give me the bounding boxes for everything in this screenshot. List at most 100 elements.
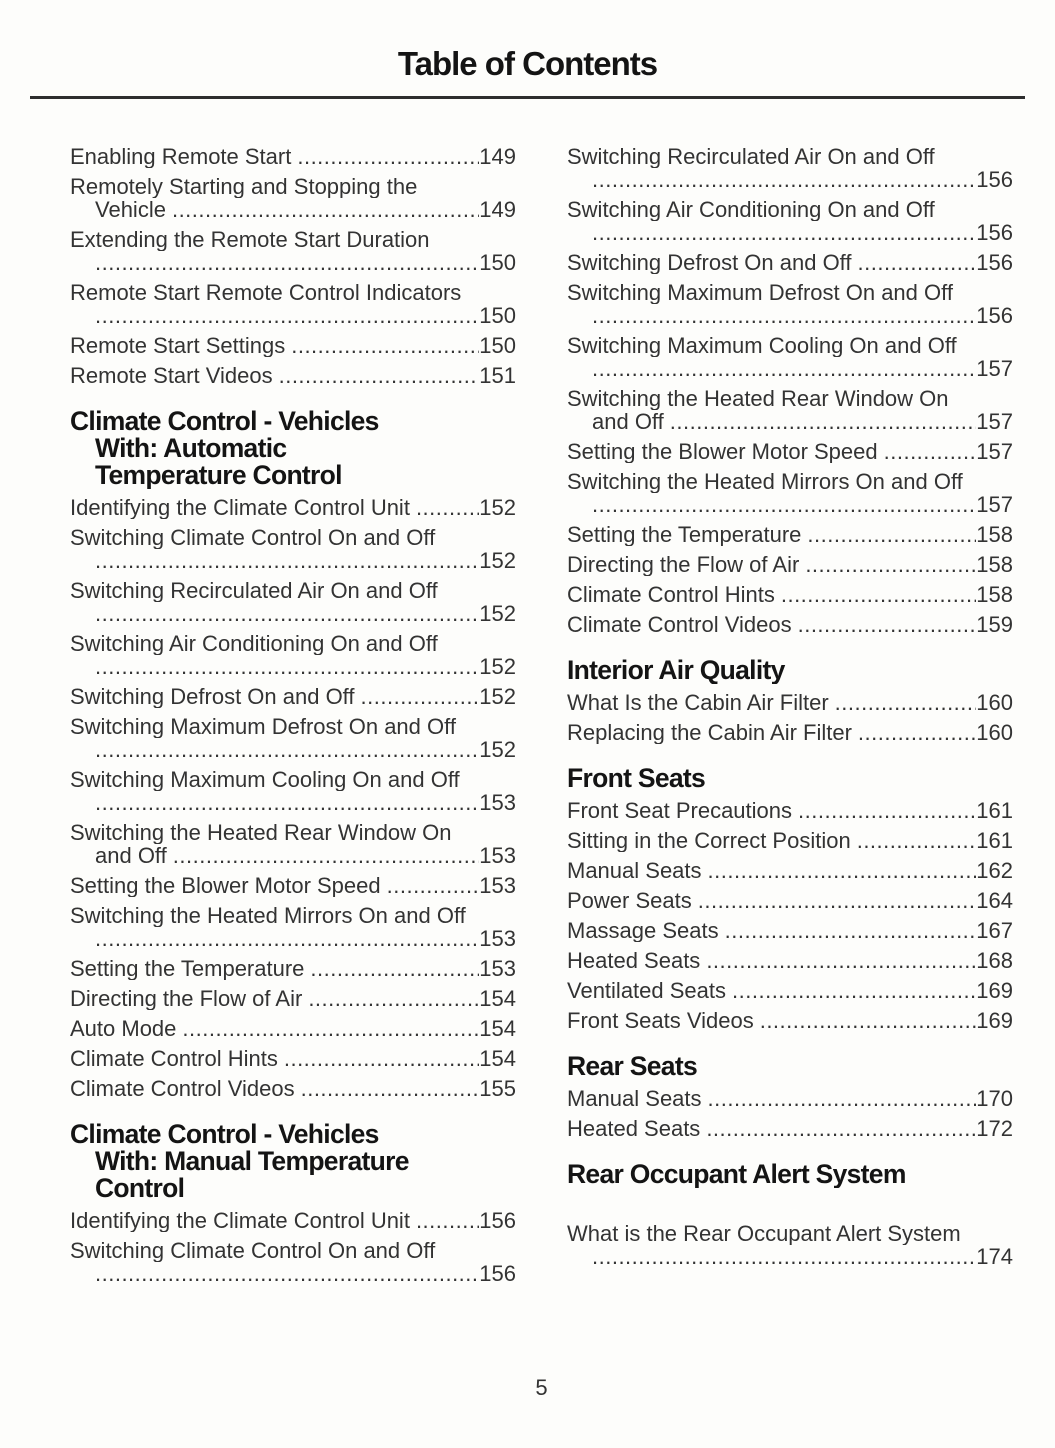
dot-leader: ........................................… xyxy=(592,357,976,380)
dot-leader: ........................................… xyxy=(592,304,976,327)
toc-entry[interactable]: Switching the Heated Mirrors On and Off.… xyxy=(567,470,1013,516)
toc-entry[interactable]: Heated Seats............................… xyxy=(567,1117,1013,1140)
toc-entry[interactable]: Switching Climate Control On and Off....… xyxy=(70,526,516,572)
toc-entry-line: Remote Start Remote Control Indicators xyxy=(70,281,462,304)
toc-entry[interactable]: Setting the Blower Motor Speed..........… xyxy=(70,874,516,897)
toc-page-ref: 154 xyxy=(479,987,516,1010)
dot-leader: ........................................… xyxy=(300,1077,480,1100)
toc-entry-leader-line: ........................................… xyxy=(567,221,1013,244)
toc-entry[interactable]: Switching Climate Control On and Off....… xyxy=(70,1239,516,1285)
toc-page-ref: 152 xyxy=(479,549,516,572)
toc-entry-leader-line: ........................................… xyxy=(567,1245,1013,1268)
toc-entry[interactable]: Switching Maximum Defrost On and Off....… xyxy=(70,715,516,761)
toc-entry-leader-line: ........................................… xyxy=(567,493,1013,516)
toc-entry[interactable]: Switching Defrost On and Off............… xyxy=(567,251,1013,274)
toc-entry-leader-line: and Off.................................… xyxy=(70,844,516,867)
dot-leader: ........................................… xyxy=(592,168,976,191)
toc-entry[interactable]: Switching Maximum Cooling On and Off....… xyxy=(70,768,516,814)
toc-entry[interactable]: What Is the Cabin Air Filter............… xyxy=(567,691,1013,714)
section-heading: Climate Control - Vehicles With: Automati… xyxy=(70,408,516,489)
toc-entry[interactable]: Auto Mode...............................… xyxy=(70,1017,516,1040)
toc-entry-text: Vehicle xyxy=(95,198,166,221)
toc-entry[interactable]: Directing the Flow of Air...............… xyxy=(70,987,516,1010)
dot-leader: ........................................… xyxy=(278,364,480,387)
dot-leader: ........................................… xyxy=(297,145,479,168)
toc-entry[interactable]: What is the Rear Occupant Alert System..… xyxy=(567,1222,1013,1268)
toc-entry[interactable]: Manual Seats............................… xyxy=(567,859,1013,882)
toc-entry-line: Switching Maximum Cooling On and Off xyxy=(567,334,957,357)
dot-leader: ........................................… xyxy=(883,440,977,463)
toc-entry-leader-line: Enabling Remote Start...................… xyxy=(70,145,516,168)
toc-entry[interactable]: Identifying the Climate Control Unit....… xyxy=(70,496,516,519)
toc-page-ref: 160 xyxy=(976,691,1013,714)
toc-entry[interactable]: Switching Recirculated Air On and Off...… xyxy=(70,579,516,625)
toc-entry[interactable]: Sitting in the Correct Position.........… xyxy=(567,829,1013,852)
toc-entry[interactable]: Extending the Remote Start Duration.....… xyxy=(70,228,516,274)
toc-entry[interactable]: Remotely Starting and Stopping the Vehicl… xyxy=(70,175,516,221)
toc-entry-leader-line: ........................................… xyxy=(70,738,516,761)
toc-entry[interactable]: Setting the Temperature.................… xyxy=(70,957,516,980)
dot-leader: ........................................… xyxy=(834,691,977,714)
toc-page-ref: 153 xyxy=(479,844,516,867)
toc-entry-text: Replacing the Cabin Air Filter xyxy=(567,721,852,744)
toc-entry[interactable]: Power Seats.............................… xyxy=(567,889,1013,912)
toc-entry[interactable]: Switching Maximum Defrost On and Off....… xyxy=(567,281,1013,327)
toc-entry-text: Power Seats xyxy=(567,889,692,912)
toc-entry[interactable]: Climate Control Videos..................… xyxy=(70,1077,516,1100)
toc-entry[interactable]: Directing the Flow of Air...............… xyxy=(567,553,1013,576)
toc-entry-leader-line: ........................................… xyxy=(70,791,516,814)
toc-entry-text: Switching Defrost On and Off xyxy=(70,685,355,708)
toc-entry[interactable]: Climate Control Hints...................… xyxy=(70,1047,516,1070)
toc-entry[interactable]: Switching Maximum Cooling On and Off....… xyxy=(567,334,1013,380)
toc-entry[interactable]: Ventilated Seats........................… xyxy=(567,979,1013,1002)
toc-page-ref: 156 xyxy=(976,304,1013,327)
toc-entry-leader-line: ........................................… xyxy=(70,251,516,274)
toc-entry[interactable]: Climate Control Hints...................… xyxy=(567,583,1013,606)
toc-entry-line: Switching Maximum Defrost On and Off xyxy=(567,281,953,304)
toc-columns: Enabling Remote Start...................… xyxy=(0,99,1055,1292)
heading-line: Control xyxy=(95,1175,185,1202)
toc-entry[interactable]: Switching Air Conditioning On and Off...… xyxy=(70,632,516,678)
toc-entry[interactable]: Switching the Heated Rear Window On and O… xyxy=(70,821,516,867)
toc-entry[interactable]: Remote Start Remote Control Indicators..… xyxy=(70,281,516,327)
dot-leader: ........................................… xyxy=(171,198,479,221)
toc-entry-leader-line: Sitting in the Correct Position.........… xyxy=(567,829,1013,852)
toc-entry-line: Switching Maximum Defrost On and Off xyxy=(70,715,456,738)
toc-entry[interactable]: Identifying the Climate Control Unit....… xyxy=(70,1209,516,1232)
toc-entry[interactable]: Manual Seats............................… xyxy=(567,1087,1013,1110)
toc-entry[interactable]: Switching Air Conditioning On and Off...… xyxy=(567,198,1013,244)
toc-entry[interactable]: Enabling Remote Start...................… xyxy=(70,145,516,168)
toc-entry-text: Ventilated Seats xyxy=(567,979,727,1002)
dot-leader: ........................................… xyxy=(592,493,976,516)
toc-entry[interactable]: Remote Start Videos.....................… xyxy=(70,364,516,387)
toc-entry[interactable]: Massage Seats...........................… xyxy=(567,919,1013,942)
toc-page-ref: 156 xyxy=(976,221,1013,244)
dot-leader: ........................................… xyxy=(95,927,479,950)
toc-entry[interactable]: Heated Seats............................… xyxy=(567,949,1013,972)
toc-entry[interactable]: Remote Start Settings...................… xyxy=(70,334,516,357)
toc-page-ref: 154 xyxy=(479,1017,516,1040)
toc-page-ref: 152 xyxy=(479,602,516,625)
toc-entry-text: Identifying the Climate Control Unit xyxy=(70,496,410,519)
toc-entry[interactable]: Switching Recirculated Air On and Off...… xyxy=(567,145,1013,191)
toc-entry-text: Heated Seats xyxy=(567,1117,701,1140)
toc-entry[interactable]: Climate Control Videos..................… xyxy=(567,613,1013,636)
toc-page-ref: 174 xyxy=(976,1245,1013,1268)
toc-page-ref: 169 xyxy=(976,979,1013,1002)
toc-entry-text: Heated Seats xyxy=(567,949,701,972)
toc-entry[interactable]: Switching the Heated Mirrors On and Off.… xyxy=(70,904,516,950)
toc-entry[interactable]: Setting the Blower Motor Speed..........… xyxy=(567,440,1013,463)
toc-entry[interactable]: Replacing the Cabin Air Filter..........… xyxy=(567,721,1013,744)
toc-entry[interactable]: Front Seats Videos......................… xyxy=(567,1009,1013,1032)
toc-entry[interactable]: Switching Defrost On and Off............… xyxy=(70,685,516,708)
toc-page-ref: 156 xyxy=(479,1262,516,1285)
toc-entry[interactable]: Switching the Heated Rear Window On and O… xyxy=(567,387,1013,433)
toc-entry[interactable]: Front Seat Precautions..................… xyxy=(567,799,1013,822)
toc-entry[interactable]: Setting the Temperature.................… xyxy=(567,523,1013,546)
toc-entry-leader-line: ........................................… xyxy=(70,1262,516,1285)
heading-line: With: Automatic xyxy=(95,435,287,462)
toc-page-ref: 160 xyxy=(976,721,1013,744)
page-title: Table of Contents xyxy=(397,45,658,82)
toc-entry-leader-line: Climate Control Videos..................… xyxy=(567,613,1013,636)
